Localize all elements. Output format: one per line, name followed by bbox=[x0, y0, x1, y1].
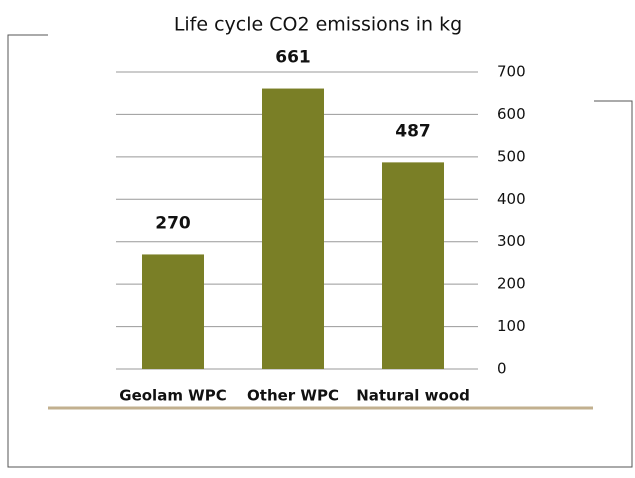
x-tick-label: Geolam WPC bbox=[119, 387, 226, 405]
bar bbox=[142, 254, 204, 369]
y-tick-label: 700 bbox=[497, 63, 526, 81]
bar bbox=[382, 162, 444, 369]
bar bbox=[262, 88, 324, 369]
y-tick-label: 400 bbox=[497, 190, 526, 208]
value-label: 487 bbox=[395, 121, 431, 141]
y-tick-label: 500 bbox=[497, 147, 526, 165]
value-label: 270 bbox=[155, 213, 191, 233]
chart-title: Life cycle CO2 emissions in kg bbox=[174, 14, 462, 36]
x-tick-label: Other WPC bbox=[247, 387, 339, 405]
y-tick-label: 200 bbox=[497, 275, 526, 293]
y-tick-label: 100 bbox=[497, 317, 526, 335]
frame bbox=[7, 34, 633, 468]
x-tick-label: Natural wood bbox=[356, 387, 470, 405]
y-tick-label: 600 bbox=[497, 105, 526, 123]
y-tick-label: 0 bbox=[497, 360, 507, 378]
value-label: 661 bbox=[275, 48, 311, 68]
y-tick-label: 300 bbox=[497, 232, 526, 250]
